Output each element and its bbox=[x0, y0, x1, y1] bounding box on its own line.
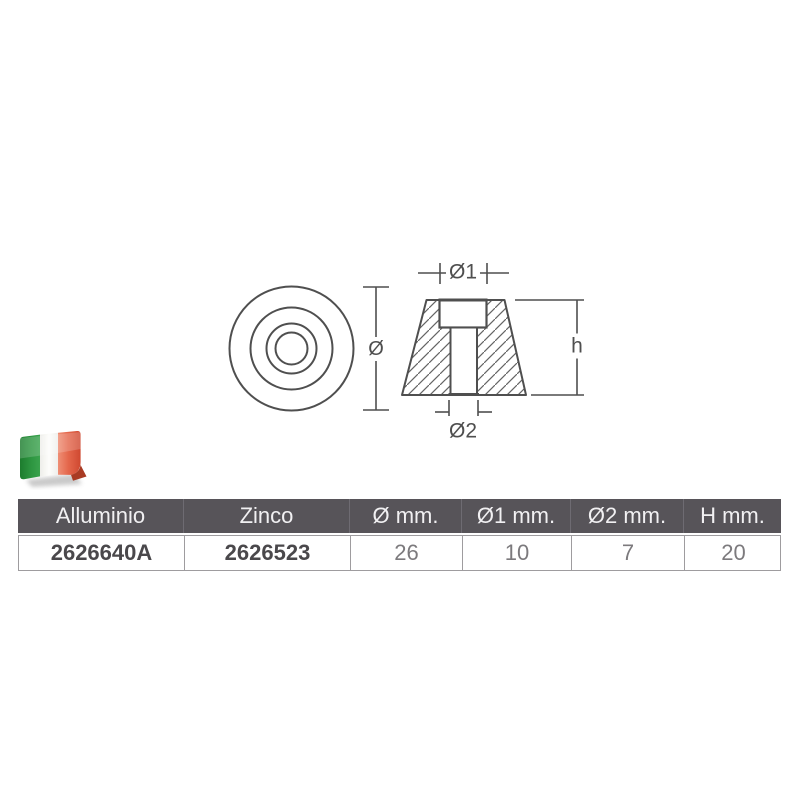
top-view-circles bbox=[228, 285, 355, 412]
cell-diameter1-mm: 10 bbox=[463, 536, 572, 570]
spec-table-header-row: Alluminio Zinco Ø mm. Ø1 mm. Ø2 mm. H mm… bbox=[18, 499, 781, 533]
col-header-d1-mm: Ø1 mm. bbox=[462, 499, 571, 533]
col-header-d-mm: Ø mm. bbox=[350, 499, 462, 533]
spec-table: Alluminio Zinco Ø mm. Ø1 mm. Ø2 mm. H mm… bbox=[18, 499, 781, 571]
cell-aluminium-code: 2626640A bbox=[19, 536, 185, 570]
dimension-label-d: Ø bbox=[365, 337, 387, 361]
col-header-h-mm: H mm. bbox=[700, 503, 765, 528]
dimension-label-d1: Ø1 bbox=[445, 259, 481, 285]
dimension-label-d2: Ø2 bbox=[445, 418, 481, 444]
cell-diameter2-mm: 7 bbox=[572, 536, 685, 570]
flag-shadow bbox=[26, 474, 82, 487]
flag-green-stripe bbox=[20, 434, 40, 480]
technical-drawing bbox=[228, 263, 584, 416]
italy-flag-icon bbox=[16, 430, 90, 490]
spec-table-data-row: 2626640A 2626523 26 10 7 20 bbox=[18, 535, 781, 571]
cell-zinc-code: 2626523 bbox=[185, 536, 351, 570]
col-header-zinco: Zinco bbox=[184, 499, 350, 533]
flag-red-stripe bbox=[58, 430, 81, 475]
dimension-label-h: h bbox=[568, 333, 586, 359]
col-header-alluminio: Alluminio bbox=[18, 499, 184, 533]
side-view-section bbox=[401, 298, 527, 396]
flag-gloss bbox=[20, 432, 81, 459]
dimension-d2 bbox=[435, 400, 492, 416]
col-header-d2-mm: Ø2 mm. bbox=[571, 499, 684, 533]
flag-white-stripe bbox=[40, 432, 58, 477]
cell-diameter-mm: 26 bbox=[351, 536, 463, 570]
flag-fold bbox=[71, 465, 87, 481]
cell-height-mm: 20 bbox=[721, 540, 746, 565]
